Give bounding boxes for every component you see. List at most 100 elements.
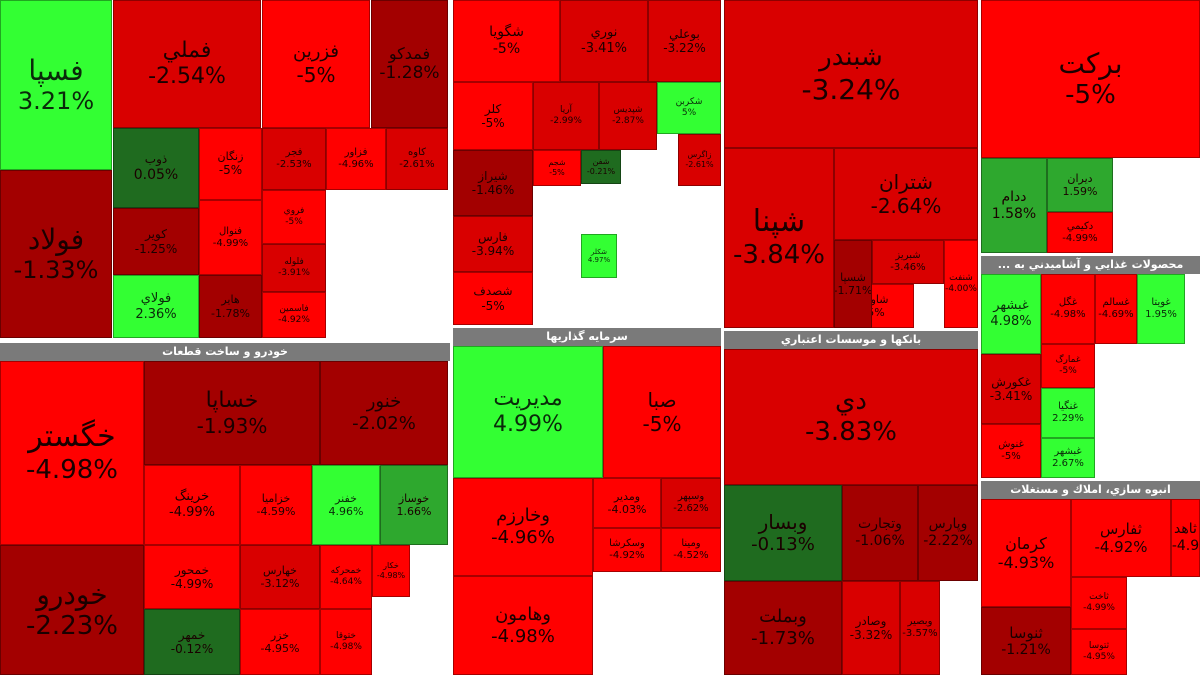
treemap-tile[interactable]: شصدف -5%	[453, 272, 533, 325]
treemap-tile[interactable]: خرينگ -4.99%	[144, 465, 240, 545]
tile-symbol: خگستر	[28, 419, 116, 455]
treemap-tile[interactable]: خنور -2.02%	[320, 361, 448, 465]
treemap-tile[interactable]: بوعلي -3.22%	[648, 0, 721, 82]
treemap-tile[interactable]: فزرين -5%	[262, 0, 370, 128]
treemap-tile[interactable]: خكار -4.98%	[372, 545, 410, 597]
treemap-tile[interactable]: فمدكو -1.28%	[371, 0, 448, 128]
treemap-tile[interactable]: فولاد -1.33%	[0, 170, 112, 338]
treemap-tile[interactable]: خهارس -3.12%	[240, 545, 320, 609]
treemap-tile[interactable]: خفنر 4.96%	[312, 465, 380, 545]
treemap-tile[interactable]: غبشهر 4.98%	[981, 274, 1041, 354]
treemap-tile[interactable]: غسالم -4.69%	[1095, 274, 1137, 344]
treemap-tile[interactable]: خوساز 1.66%	[380, 465, 448, 545]
treemap-tile[interactable]: وصادر -3.32%	[842, 581, 900, 675]
treemap-tile[interactable]: فزاور -4.96%	[326, 128, 386, 190]
treemap-tile[interactable]: صبا -5%	[603, 346, 721, 478]
treemap-tile[interactable]: شفن -0.21%	[581, 150, 621, 184]
treemap-tile[interactable]: دي -3.83%	[724, 349, 978, 485]
treemap-tile[interactable]: شجم -5%	[533, 150, 581, 186]
tile-symbol: شسپا	[840, 270, 866, 284]
treemap-tile[interactable]: ثاهد -4.9	[1171, 499, 1200, 577]
treemap-tile[interactable]: خودرو -2.23%	[0, 545, 144, 675]
treemap-tile[interactable]: غويتا 1.95%	[1137, 274, 1185, 344]
tile-symbol: ددام	[1001, 188, 1027, 205]
treemap-tile[interactable]: وتجارت -1.06%	[842, 485, 918, 581]
treemap-tile[interactable]: فنوال -4.99%	[199, 200, 262, 275]
treemap-tile[interactable]: غنگيا 2.29%	[1041, 388, 1095, 438]
tile-symbol: خهارس	[263, 563, 297, 577]
treemap-tile[interactable]: ومدير -4.03%	[593, 478, 661, 528]
treemap-tile[interactable]: ثفارس -4.92%	[1071, 499, 1171, 577]
treemap-tile[interactable]: كلر -5%	[453, 82, 533, 150]
treemap-tile[interactable]: خگستر -4.98%	[0, 361, 144, 545]
treemap-tile[interactable]: شكلر 4.97%	[581, 234, 617, 278]
treemap-tile[interactable]: زاگرس -2.61%	[678, 134, 721, 186]
tile-symbol: وبسار	[758, 510, 808, 535]
treemap-tile[interactable]: وبسار -0.13%	[724, 485, 842, 581]
treemap-tile[interactable]: ددام 1.58%	[981, 158, 1047, 253]
treemap-tile[interactable]: غنوش -5%	[981, 424, 1041, 478]
treemap-tile[interactable]: فولاي 2.36%	[113, 275, 199, 338]
treemap-tile[interactable]: شنفت -4.00%	[944, 240, 978, 328]
treemap-tile[interactable]: غبشهر 2.67%	[1041, 438, 1095, 478]
treemap-tile[interactable]: وسكرشا -4.92%	[593, 528, 661, 572]
treemap-tile[interactable]: ختوقا -4.98%	[320, 609, 372, 675]
treemap-tile[interactable]: شگويا -5%	[453, 0, 560, 82]
treemap-tile[interactable]: فروي -5%	[262, 190, 326, 244]
treemap-tile[interactable]: نوري -3.41%	[560, 0, 648, 82]
treemap-tile[interactable]: خساپا -1.93%	[144, 361, 320, 465]
treemap-tile[interactable]: ومينا -4.52%	[661, 528, 721, 572]
tile-symbol: شفن	[592, 157, 610, 167]
treemap-tile[interactable]: ثتوسا -4.95%	[1071, 629, 1127, 675]
treemap-tile[interactable]: وبصير -3.57%	[900, 581, 940, 675]
tile-symbol: خساپا	[205, 387, 259, 413]
treemap-tile[interactable]: بركت -5%	[981, 0, 1200, 158]
treemap-tile[interactable]: شبريز -3.46%	[872, 240, 944, 284]
tile-change: -1.06%	[855, 533, 905, 549]
treemap-tile[interactable]: شكربن 5%	[657, 82, 721, 134]
treemap-tile[interactable]: وسپهر -2.62%	[661, 478, 721, 528]
treemap-tile[interactable]: خزاميا -4.59%	[240, 465, 312, 545]
tile-change: -0.21%	[586, 167, 616, 176]
treemap-tile[interactable]: فجر -2.53%	[262, 128, 326, 190]
treemap-tile[interactable]: وبملت -1.73%	[724, 581, 842, 675]
tile-symbol: ثاخت	[1089, 592, 1109, 603]
treemap-tile[interactable]: خزر -4.95%	[240, 609, 320, 675]
treemap-tile[interactable]: فملي -2.54%	[113, 0, 261, 128]
treemap-tile[interactable]: شتران -2.64%	[834, 148, 978, 240]
treemap-tile[interactable]: ثنوسا -1.21%	[981, 607, 1071, 675]
treemap-tile[interactable]: خمحركه -4.64%	[320, 545, 372, 609]
treemap-tile[interactable]: ديران 1.59%	[1047, 158, 1113, 212]
treemap-tile[interactable]: شپنا -3.84%	[724, 148, 834, 328]
treemap-tile[interactable]: شيراز -1.46%	[453, 150, 533, 216]
treemap-tile[interactable]: شپديس -2.87%	[599, 82, 657, 150]
treemap-tile[interactable]: وپارس -2.22%	[918, 485, 978, 581]
treemap-tile[interactable]: وخارزم -4.96%	[453, 478, 593, 576]
treemap-tile[interactable]: غمارگ -5%	[1041, 344, 1095, 388]
treemap-tile[interactable]: هاير -1.78%	[199, 275, 262, 338]
tile-symbol: ديران	[1067, 171, 1093, 185]
treemap-tile[interactable]: شبندر -3.24%	[724, 0, 978, 148]
tile-change: 5%	[681, 108, 697, 118]
treemap-tile[interactable]: غكورش -3.41%	[981, 354, 1041, 424]
treemap-tile[interactable]: دكيمي -4.99%	[1047, 212, 1113, 253]
treemap-tile[interactable]: مديريت 4.99%	[453, 346, 603, 478]
tile-symbol: هاير	[221, 293, 240, 307]
treemap-tile[interactable]: فسپا 3.21%	[0, 0, 112, 170]
treemap-tile[interactable]: خمهر -0.12%	[144, 609, 240, 675]
tile-symbol: وسكرشا	[609, 538, 645, 549]
treemap-tile[interactable]: وهامون -4.98%	[453, 576, 593, 675]
treemap-tile[interactable]: فاسمين -4.92%	[262, 292, 326, 338]
treemap-tile[interactable]: شسپا -1.71%	[834, 240, 872, 328]
treemap-tile[interactable]: كوير -1.25%	[113, 208, 199, 275]
treemap-tile[interactable]: كرمان -4.93%	[981, 499, 1071, 607]
treemap-tile[interactable]: كاوه -2.61%	[386, 128, 448, 190]
treemap-tile[interactable]: خمحور -4.99%	[144, 545, 240, 609]
treemap-tile[interactable]: آريا -2.99%	[533, 82, 599, 150]
treemap-tile[interactable]: غگل -4.98%	[1041, 274, 1095, 344]
treemap-tile[interactable]: ثاخت -4.99%	[1071, 577, 1127, 629]
treemap-tile[interactable]: زنگان -5%	[199, 128, 262, 200]
treemap-tile[interactable]: فلوله -3.91%	[262, 244, 326, 292]
treemap-tile[interactable]: ذوب 0.05%	[113, 128, 199, 208]
treemap-tile[interactable]: فارس -3.94%	[453, 216, 533, 272]
